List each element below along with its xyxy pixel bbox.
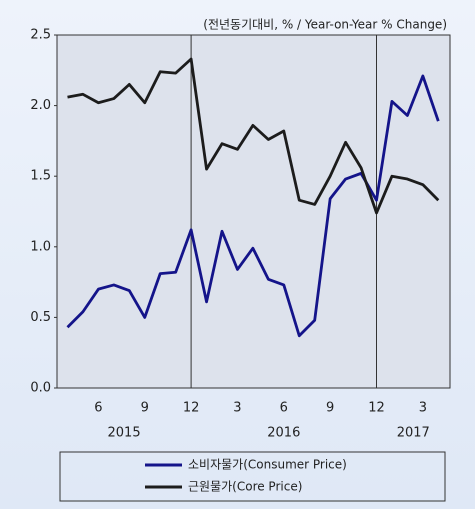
legend-box — [59, 451, 446, 502]
y-tick-label: 0.5 — [30, 310, 51, 325]
x-tick-label: 3 — [233, 401, 241, 416]
series-line — [66, 74, 440, 338]
legend-label: 소비자물가(Consumer Price) — [188, 458, 347, 472]
x-tick-label: 12 — [183, 401, 200, 416]
y-tick-label: 2.0 — [30, 98, 51, 113]
x-tick-label: 9 — [326, 401, 334, 416]
y-tick-label: 1.0 — [30, 239, 51, 254]
x-tick-label: 9 — [141, 401, 149, 416]
chart-subtitle: (전년동기대비, % / Year-on-Year % Change) — [203, 18, 447, 32]
y-tick-label: 1.5 — [30, 169, 51, 184]
x-tick-label: 12 — [368, 401, 385, 416]
x-tick-label: 6 — [94, 401, 102, 416]
year-label: 2015 — [108, 426, 141, 441]
y-tick-label: 0.0 — [30, 381, 51, 396]
x-tick-label: 3 — [419, 401, 427, 416]
x-tick-label: 6 — [280, 401, 288, 416]
legend-label: 근원물가(Core Price) — [188, 480, 302, 494]
year-label: 2017 — [397, 426, 430, 441]
year-label: 2016 — [267, 426, 300, 441]
y-tick-label: 2.5 — [30, 28, 51, 43]
series-line — [67, 57, 440, 215]
plot-area — [56, 34, 451, 389]
